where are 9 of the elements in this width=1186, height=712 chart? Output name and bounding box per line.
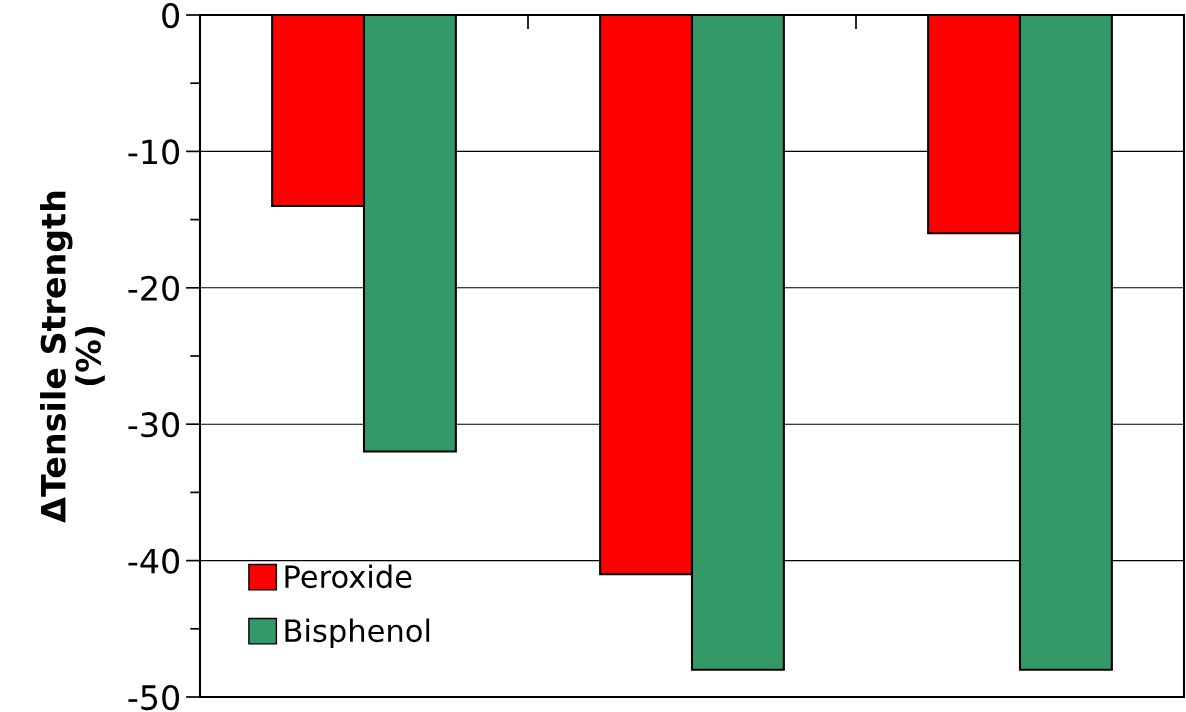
legend-label: Bisphenol <box>285 618 430 649</box>
y-tick-label: -20 <box>128 275 180 301</box>
y-tick-label: 0 <box>162 2 180 29</box>
y-tick-label: -10 <box>128 139 180 165</box>
y-tick-label: -30 <box>128 412 180 438</box>
legend-label: Peroxide <box>285 564 412 589</box>
y-tick-label: -50 <box>128 684 180 711</box>
y-tick-label: -40 <box>128 548 180 574</box>
y-axis-title: ΔTensile Strength (%) <box>40 191 105 523</box>
